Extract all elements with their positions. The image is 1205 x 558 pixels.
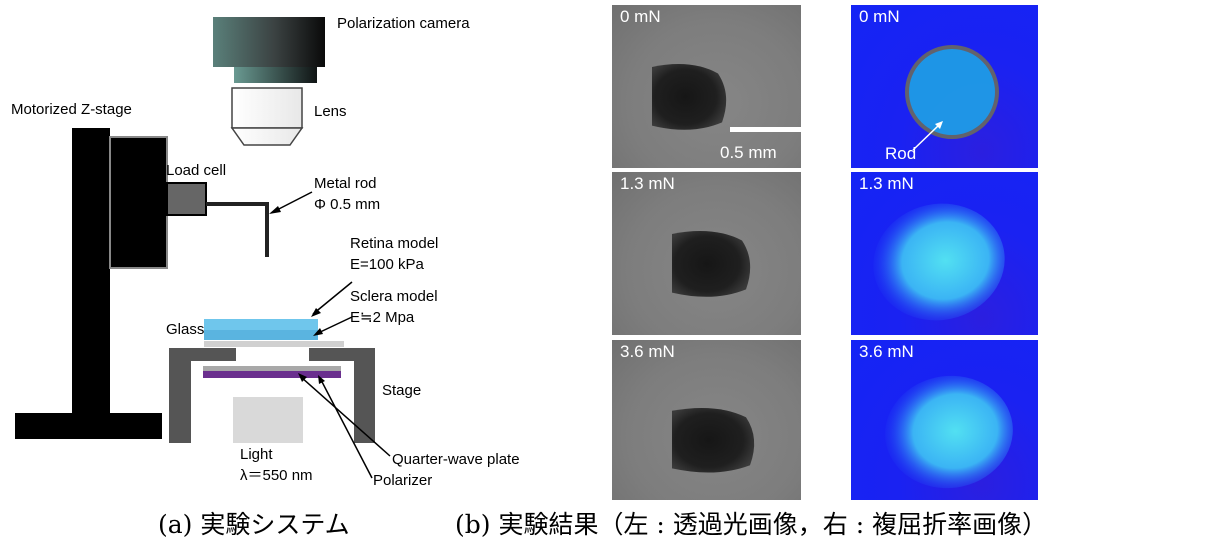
force-label-grey-0: 0 mN — [620, 7, 661, 26]
rod-outline — [905, 45, 999, 139]
lens-tip — [230, 127, 304, 146]
sclera-title-label: Sclera model — [350, 288, 438, 305]
birefringence-image-2: 3.6 mN — [851, 340, 1038, 500]
caption-b: (b) 実験結果（左 : 透過光画像，右 : 複屈折率画像） — [455, 510, 1048, 539]
polarizer-leader — [319, 377, 373, 479]
sclera-model — [204, 330, 318, 340]
qwp-leader — [300, 376, 391, 457]
retina-arrowhead — [311, 308, 321, 317]
birefringence-image-1: 1.3 mN — [851, 172, 1038, 335]
stress-region-2 — [885, 375, 1013, 489]
indent-shadow-2 — [672, 407, 755, 473]
stage-left-top — [169, 348, 236, 361]
caption-a: (a) 実験システム — [158, 510, 350, 539]
load-cell — [166, 182, 207, 216]
force-label-blue-0: 0 mN — [859, 7, 900, 26]
force-label-grey-2: 3.6 mN — [620, 342, 675, 361]
light-title-label: Light — [240, 446, 273, 463]
stage-right-leg — [354, 361, 375, 443]
indent-shadow-1 — [672, 231, 751, 297]
light-wavelength-label: λ＝550 nm — [240, 467, 313, 484]
retina-title-label: Retina model — [350, 235, 439, 252]
quarter-wave-plate — [203, 366, 341, 371]
force-label-grey-1: 1.3 mN — [620, 174, 675, 193]
rod-diameter-label: Φ 0.5 mm — [314, 196, 381, 213]
force-label-blue-1: 1.3 mN — [859, 174, 914, 193]
retina-leader — [312, 281, 353, 315]
stage-right-top — [309, 348, 375, 361]
polarizer-plate — [203, 371, 341, 378]
polarizer-label: Polarizer — [373, 472, 433, 489]
loadcell-label: Load cell — [166, 162, 227, 179]
light-source — [233, 397, 303, 443]
transmitted-image-1: 1.3 mN — [612, 172, 801, 335]
indent-shadow-0 — [652, 64, 727, 130]
rod-pointer-head — [935, 121, 943, 129]
camera-mount — [234, 67, 317, 83]
qwp-arrowhead — [298, 373, 307, 382]
transmitted-image-0: 0 mN 0.5 mm — [612, 5, 801, 168]
zstage-pillar — [72, 128, 110, 413]
transmitted-image-2: 3.6 mN — [612, 340, 801, 500]
force-label-blue-2: 3.6 mN — [859, 342, 914, 361]
glass-label: Glass — [166, 321, 205, 338]
system-diagram — [15, 17, 391, 479]
rod-title-label: Metal rod — [314, 175, 377, 192]
zstage-carriage — [109, 136, 168, 269]
zstage-label: Motorized Z-stage — [11, 101, 132, 118]
rod-label: Rod — [885, 144, 917, 163]
metal-rod — [206, 202, 269, 257]
sclera-arrowhead — [313, 328, 323, 336]
birefringence-image-0: 0 mN Rod — [851, 5, 1038, 168]
lens-body — [231, 87, 303, 129]
rod-arrowhead — [269, 206, 281, 214]
camera-label: Polarization camera — [337, 15, 470, 32]
retina-modulus-label: E=100 kPa — [350, 256, 424, 273]
rod-pointer-line — [912, 124, 940, 151]
sclera-leader — [315, 316, 353, 335]
polarizer-arrowhead — [318, 375, 325, 384]
lens-label: Lens — [314, 103, 347, 120]
camera-body — [213, 17, 325, 67]
sclera-modulus-label: E≒2 Mpa — [350, 309, 415, 326]
stage-label: Stage — [382, 382, 422, 399]
scale-bar-label: 0.5 mm — [720, 143, 777, 162]
zstage-base — [15, 413, 162, 439]
stage-left-leg — [169, 361, 191, 443]
stress-region-1 — [873, 203, 1005, 321]
glass-slide — [204, 341, 344, 347]
retina-model — [204, 319, 318, 330]
qwp-label: Quarter-wave plate — [392, 451, 520, 468]
scale-bar — [730, 127, 801, 132]
